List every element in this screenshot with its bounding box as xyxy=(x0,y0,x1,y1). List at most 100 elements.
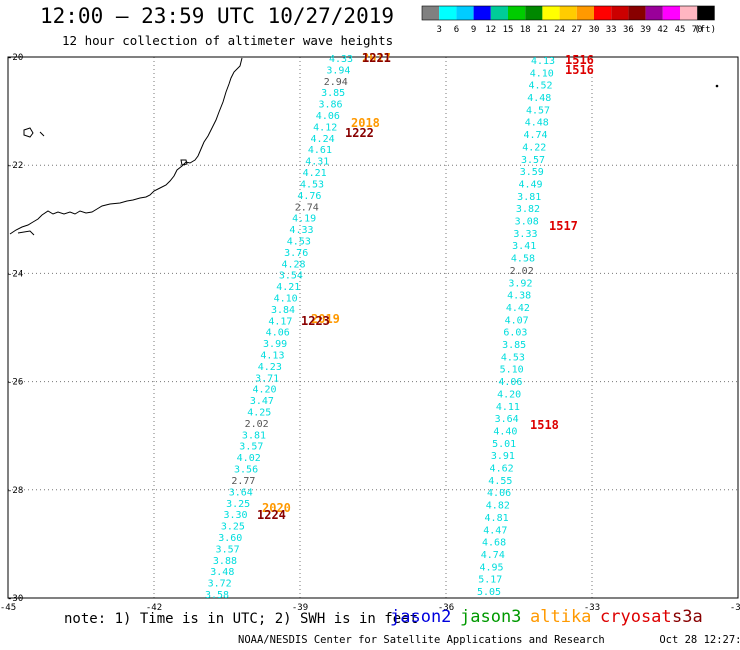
east-track-swh-label: 4.53 xyxy=(501,352,525,363)
east-track-swh-label: 3.82 xyxy=(516,204,540,215)
colorbar-tick-label: 27 xyxy=(571,25,582,35)
colorbar-legend: 3 6 9 12 15 18 21 24 27 30 33 36 39 42 45 70(ft) xyxy=(421,5,716,35)
west-track-swh-label: 4.33 xyxy=(329,54,353,65)
east-track-swh-label: 2.02 xyxy=(510,266,534,277)
latitude-tick-label: -26 xyxy=(7,378,23,388)
east-track-swh-label: 4.55 xyxy=(488,476,512,487)
east-track-swh-label: 3.08 xyxy=(515,217,539,228)
west-track-swh-label: 4.28 xyxy=(282,259,306,270)
latitude-tick-label: -24 xyxy=(7,269,23,279)
pass-time-label: 2020 xyxy=(262,501,291,515)
east-track-swh-label: 4.95 xyxy=(480,562,504,573)
longitude-tick-label: -39 xyxy=(292,603,308,610)
east-track-swh-label: 4.22 xyxy=(522,142,546,153)
east-track-swh-label: 4.48 xyxy=(525,118,549,129)
colorbar-tick-label: 3 xyxy=(436,25,441,35)
east-track-swh-label: 4.68 xyxy=(482,538,506,549)
west-track-swh-label: 4.53 xyxy=(300,179,324,190)
west-track-swh-label: 3.30 xyxy=(223,510,247,521)
west-track-swh-label: 4.33 xyxy=(289,225,313,236)
west-track-swh-label: 3.58 xyxy=(205,590,229,601)
colorbar-tick-label: 30 xyxy=(589,25,600,35)
colorbar-swatch xyxy=(680,6,698,20)
colorbar-swatch xyxy=(611,6,629,20)
west-track-swh-label: 4.12 xyxy=(313,122,337,133)
map-subtitle: 12 hour collection of altimeter wave hei… xyxy=(62,33,394,48)
island-outline xyxy=(39,131,45,137)
colorbar-tick-label: 45 xyxy=(675,25,686,35)
colorbar-swatch xyxy=(525,6,543,20)
east-track-swh-label: 4.74 xyxy=(523,130,547,141)
west-track-swh-label: 4.13 xyxy=(260,351,284,362)
west-track-swh-label: 4.02 xyxy=(237,453,261,464)
mission-s3a-label: s3a xyxy=(672,607,703,627)
pass-time-label: 1224 xyxy=(257,508,286,522)
east-track-swh-label: 4.74 xyxy=(481,550,505,561)
west-track-swh-label: 3.99 xyxy=(263,339,287,350)
pass-time-label: 2017 xyxy=(362,51,391,65)
east-track-swh-label: 4.11 xyxy=(496,402,520,413)
colorbar-swatch xyxy=(559,6,577,20)
east-track-swh-label: 3.81 xyxy=(517,192,541,203)
east-track-swh-label: 4.42 xyxy=(506,303,530,314)
colorbar-swatch xyxy=(645,6,663,20)
island-outline xyxy=(23,127,34,138)
west-track-swh-label: 2.74 xyxy=(295,202,319,213)
east-track-swh-label: 4.06 xyxy=(498,377,522,388)
colorbar-swatch xyxy=(508,6,526,20)
west-track-swh-label: 4.06 xyxy=(266,328,290,339)
east-track-swh-label: 3.41 xyxy=(512,241,536,252)
west-track-swh-label: 3.94 xyxy=(326,65,350,76)
west-track-swh-label: 3.88 xyxy=(213,556,237,567)
west-track-swh-label: 3.60 xyxy=(218,533,242,544)
colorbar-tick-label: 6 xyxy=(454,25,459,35)
colorbar-swatch xyxy=(594,6,612,20)
west-track-swh-label: 3.64 xyxy=(229,487,253,498)
east-track-swh-label: 4.48 xyxy=(527,93,551,104)
colorbar-swatch xyxy=(490,6,508,20)
west-track-swh-label: 2.94 xyxy=(324,77,348,88)
latitude-tick-label: -28 xyxy=(7,486,23,496)
west-track-swh-label: 4.53 xyxy=(287,236,311,247)
west-track-swh-label: 3.57 xyxy=(216,544,240,555)
east-track-swh-label: 6.03 xyxy=(503,328,527,339)
east-track-swh-label: 4.57 xyxy=(526,105,550,116)
mission-cryosat-label: cryosat xyxy=(600,607,672,627)
colorbar-tick-label: 36 xyxy=(623,25,634,35)
pass-time-label: 2018 xyxy=(351,116,380,130)
footer-note: note: 1) Time is in UTC; 2) SWH is in fe… xyxy=(64,611,419,627)
east-track-swh-label: 3.57 xyxy=(521,155,545,166)
west-track-swh-label: 3.56 xyxy=(234,465,258,476)
west-track-swh-label: 4.19 xyxy=(292,214,316,225)
west-track-swh-label: 4.21 xyxy=(276,282,300,293)
island-outline xyxy=(180,159,188,166)
footer-timestamp: Oct 28 12:27:41 UTC 2019 xyxy=(659,634,740,646)
east-track-swh-label: 3.91 xyxy=(491,451,515,462)
west-track-swh-label: 4.10 xyxy=(274,293,298,304)
colorbar-tick-label: 12 xyxy=(485,25,496,35)
east-track-swh-label: 4.10 xyxy=(530,68,554,79)
longitude-tick-label: -45 xyxy=(0,603,16,610)
colorbar-swatch xyxy=(697,6,715,20)
pass-time-label: 1516 xyxy=(565,53,594,67)
colorbar-tick-label: 42 xyxy=(657,25,668,35)
west-track-swh-label: 3.48 xyxy=(210,567,234,578)
colorbar-tick-label: 18 xyxy=(520,25,531,35)
west-track-swh-label: 3.25 xyxy=(221,522,245,533)
west-track-swh-label: 3.71 xyxy=(255,373,279,384)
east-track-swh-label: 5.05 xyxy=(477,587,501,598)
colorbar-tick-label: 15 xyxy=(503,25,514,35)
east-track-swh-label: 4.40 xyxy=(493,426,517,437)
east-track-swh-label: 4.47 xyxy=(483,525,507,536)
east-track-swh-label: 5.10 xyxy=(500,365,524,376)
west-track-swh-label: 4.31 xyxy=(305,157,329,168)
pass-time-label: 1516 xyxy=(565,63,594,77)
mission-jason3-label: jason3 xyxy=(460,607,522,627)
east-track-swh-label: 4.38 xyxy=(507,291,531,302)
east-track-swh-label: 4.62 xyxy=(490,464,514,475)
longitude-tick-label: -33 xyxy=(584,603,600,610)
colorbar-tick-label: 70 xyxy=(692,25,703,35)
map-frame xyxy=(7,56,739,599)
longitude-tick-label: -30 xyxy=(730,603,740,610)
